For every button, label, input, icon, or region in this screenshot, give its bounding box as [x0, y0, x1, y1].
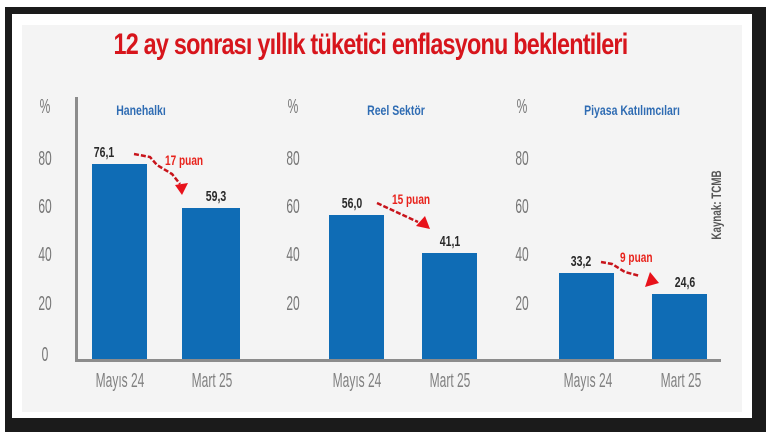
x-label: Mayıs 24	[563, 370, 613, 392]
y-tick: 60	[38, 196, 52, 218]
y-tick: 80	[38, 148, 52, 170]
x-label: Mart 25	[429, 370, 471, 392]
value-label: 56,0	[341, 195, 363, 212]
y-axis-line	[75, 97, 78, 362]
value-label: 33,2	[570, 253, 592, 270]
x-label: Mayıs 24	[95, 370, 145, 392]
y-tick: 40	[515, 244, 529, 266]
y-unit-label: %	[287, 96, 299, 118]
y-unit-label: %	[39, 96, 51, 118]
bar-reel-sektor-mayis24	[329, 215, 384, 360]
y-tick: 80	[286, 148, 300, 170]
panel-title-reel-sektor: Reel Sektör	[367, 102, 425, 118]
y-tick: 20	[515, 293, 529, 315]
value-label: 59,3	[205, 188, 227, 205]
panel-title-piyasa-katilimcilari: Piyasa Katılımcıları	[584, 102, 680, 118]
arrow-down-icon	[133, 152, 188, 195]
panel-title-hanehalki: Hanehalkı	[116, 102, 166, 118]
y-tick: 0	[41, 344, 49, 366]
bar-piyasa-mart25	[652, 294, 707, 360]
bar-reel-sektor-mart25	[422, 253, 477, 360]
y-tick: 40	[286, 244, 300, 266]
chart-title: 12 ay sonrası yıllık tüketici enflasyonu…	[113, 28, 628, 61]
x-label: Mart 25	[660, 370, 702, 392]
bar-hanehalki-mayis24	[92, 164, 147, 360]
x-axis-baseline	[75, 359, 721, 362]
bar-hanehalki-mart25	[182, 208, 240, 360]
arrow-down-icon	[600, 260, 659, 287]
y-tick: 40	[38, 244, 52, 266]
arrow-down-icon	[376, 201, 430, 229]
y-tick: 80	[515, 148, 529, 170]
y-tick: 60	[515, 196, 529, 218]
value-label: 76,1	[93, 144, 115, 161]
y-unit-label: %	[516, 96, 528, 118]
y-tick: 20	[38, 293, 52, 315]
delta-label: 17 puan	[165, 152, 204, 168]
delta-label: 9 puan	[620, 249, 653, 265]
x-label: Mart 25	[191, 370, 233, 392]
delta-label: 15 puan	[392, 191, 431, 207]
source-note: Kaynak: TCMB	[708, 170, 724, 240]
bar-piyasa-mayis24	[559, 273, 614, 360]
y-tick: 60	[286, 196, 300, 218]
value-label: 24,6	[674, 274, 696, 291]
y-tick: 20	[286, 293, 300, 315]
value-label: 41,1	[439, 233, 461, 250]
x-label: Mayıs 24	[332, 370, 382, 392]
